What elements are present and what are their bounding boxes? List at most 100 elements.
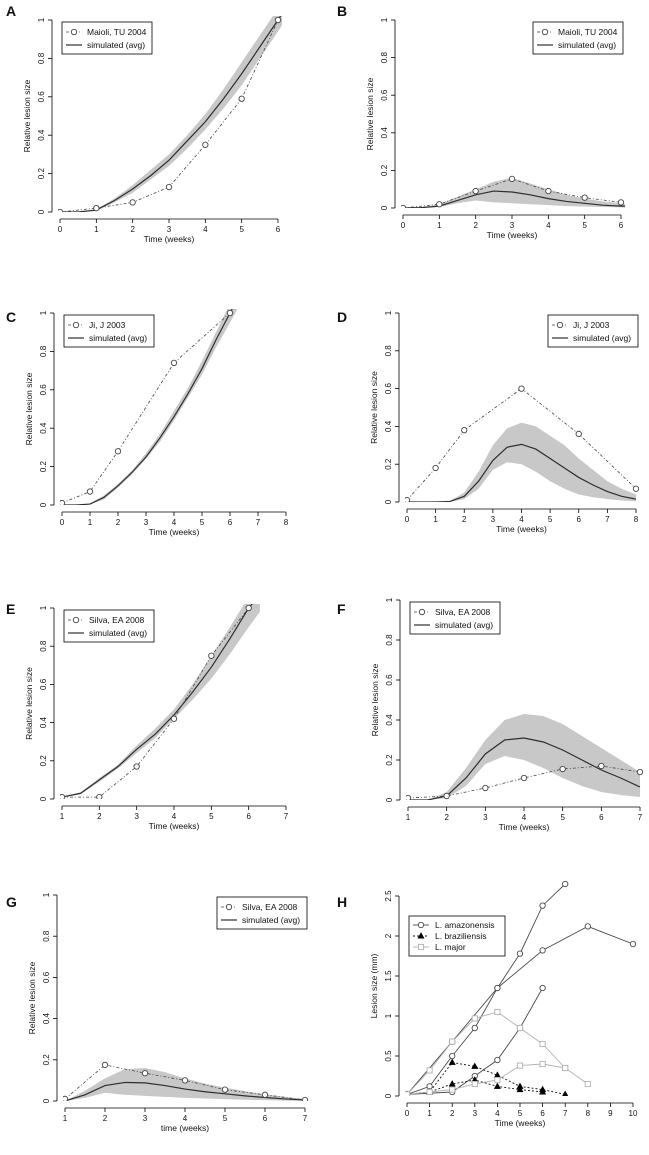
x-tick-label-h: 0 [405, 1109, 410, 1118]
x-tick-label-b: 3 [510, 221, 515, 230]
observed-point-g [301, 1096, 309, 1101]
observed-point-e [133, 763, 140, 770]
legend-simulated-label-c: simulated (avg) [89, 333, 147, 343]
band-area-d [407, 422, 636, 502]
y-tick-label-c: 0.6 [39, 384, 48, 396]
x-tick-label-b: 6 [619, 221, 624, 230]
x-tick-label-d: 1 [433, 515, 438, 524]
x-tick-label-d: 6 [577, 515, 582, 524]
legend-box-c [63, 314, 155, 348]
x-tick-label-e: 4 [172, 812, 177, 821]
observed-point-c [114, 448, 122, 455]
legend-box-d [547, 314, 639, 348]
legend-observed-label-g: Silva, EA 2008 [242, 902, 298, 912]
y-tick-label-d: 0.8 [384, 345, 393, 357]
series-point-6 [516, 1062, 524, 1069]
observed-point-f [559, 765, 566, 773]
observed-point-b [581, 194, 588, 201]
x-tick-label-h: 4 [495, 1109, 500, 1118]
observed-point-d [432, 464, 439, 472]
y-tick-label-d: 0.6 [384, 382, 393, 394]
plot-area-c [60, 309, 238, 505]
x-tick-label-g: 6 [263, 1114, 268, 1123]
x-tick-label-e: 2 [97, 812, 102, 821]
simulated-line-e [61, 604, 253, 798]
series-point-2 [539, 984, 546, 992]
plot-area-f [406, 714, 644, 800]
y-tick-label-a: 0 [37, 209, 46, 214]
legend-observed-label-f: Silva, EA 2008 [435, 607, 491, 617]
x-tick-label-c: 1 [88, 518, 93, 527]
x-tick-label-g: 7 [303, 1114, 308, 1123]
observed-point-f [520, 774, 528, 782]
x-tick-label-a: 6 [276, 225, 281, 234]
x-tick-label-d: 4 [519, 515, 524, 524]
series-point-3 [562, 1090, 569, 1096]
y-axis-title-b: Relative lesion size [365, 77, 375, 150]
series-point-0 [539, 902, 546, 909]
band-area-e [62, 604, 260, 798]
y-tick-label-e: 0.6 [39, 678, 48, 690]
x-tick-label-f: 5 [560, 813, 565, 822]
y-tick-label-b: 0 [380, 205, 389, 210]
y-tick-label-f: 0.2 [385, 754, 394, 766]
observed-point-g [101, 1061, 109, 1069]
series-point-5 [449, 1038, 456, 1045]
band-area-a [60, 16, 282, 212]
observed-point-c [170, 359, 178, 367]
chart-panel-d: D 0 1 2 3 4 5 6 7 8 0 0.2 0.4 0.6 0.8 1 Time (weeks) Rela… [337, 309, 640, 534]
series-point-5 [516, 1024, 524, 1032]
y-axis-title-d: Relative lesion size [369, 371, 379, 444]
x-tick-label-b: 2 [473, 221, 478, 230]
series-point-5 [426, 1067, 433, 1074]
series-point-1 [494, 984, 501, 992]
observed-point-a [93, 205, 100, 212]
series-point-6 [562, 1064, 569, 1072]
series-point-4 [516, 1085, 524, 1093]
legend-simulated-label-b: simulated (avg) [558, 40, 616, 50]
observed-point-d [405, 496, 411, 502]
observed-point-c [226, 309, 234, 317]
legend-b: Maioli, TU 2004 simulated (avg) [532, 21, 624, 55]
legend-observed-marker-f [418, 608, 426, 616]
series-point-5 [539, 1040, 546, 1048]
y-tick-label-c: 0.2 [39, 460, 48, 472]
x-tick-label-c: 6 [228, 518, 233, 527]
y-tick-label-g: 0.2 [42, 1054, 51, 1066]
legend-simulated-label-g: simulated (avg) [242, 915, 300, 925]
y-tick-label-e: 0.4 [39, 716, 48, 728]
observed-point-g [221, 1086, 229, 1093]
y-tick-label-h: 1 [384, 1013, 393, 1018]
legend-observed-marker-e [72, 616, 80, 624]
legend-simulated-label-f: simulated (avg) [435, 620, 493, 630]
plot-area-a [58, 16, 282, 212]
legend-box-g [216, 896, 308, 930]
y-tick-label-d: 0 [384, 499, 393, 504]
observed-point-a [129, 199, 136, 206]
observed-point-f [636, 768, 644, 776]
y-tick-label-f: 0.4 [385, 714, 394, 726]
x-tick-label-d: 2 [462, 515, 467, 524]
observed-point-f [443, 792, 450, 800]
chart-panel-f: F 1 2 3 4 5 6 7 0 0.2 0.4 0.6 0.8 1 Time (weeks) Relati… [337, 597, 644, 832]
legend-box-f [409, 601, 501, 635]
series-point-0 [471, 1024, 478, 1032]
y-axis-title-c: Relative lesion size [24, 372, 34, 445]
x-tick-label-f: 2 [444, 813, 449, 822]
x-tick-label-e: 3 [134, 812, 139, 821]
legend-observed-marker-d [556, 321, 564, 329]
x-tick-label-g: 2 [103, 1114, 108, 1123]
panel-letter-c: C [6, 309, 16, 325]
y-axis-title-e: Relative lesion size [24, 667, 34, 740]
x-tick-label-c: 2 [116, 518, 121, 527]
simulated-line-d [407, 443, 637, 502]
panel-letter-b: B [337, 3, 347, 19]
panel-letter-a: A [6, 3, 16, 19]
series-point-4 [448, 1080, 456, 1087]
x-tick-label-c: 4 [172, 518, 177, 527]
x-tick-label-f: 7 [638, 813, 643, 822]
legend-box-b [532, 21, 624, 55]
x-tick-label-b: 4 [546, 221, 551, 230]
y-tick-label-b: 0.6 [380, 89, 389, 101]
x-tick-label-h: 2 [450, 1109, 455, 1118]
